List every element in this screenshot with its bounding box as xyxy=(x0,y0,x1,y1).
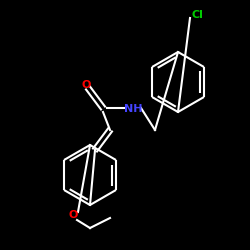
Text: Cl: Cl xyxy=(192,10,204,20)
Text: O: O xyxy=(68,210,78,220)
Text: NH: NH xyxy=(124,104,142,114)
Text: O: O xyxy=(81,80,91,90)
